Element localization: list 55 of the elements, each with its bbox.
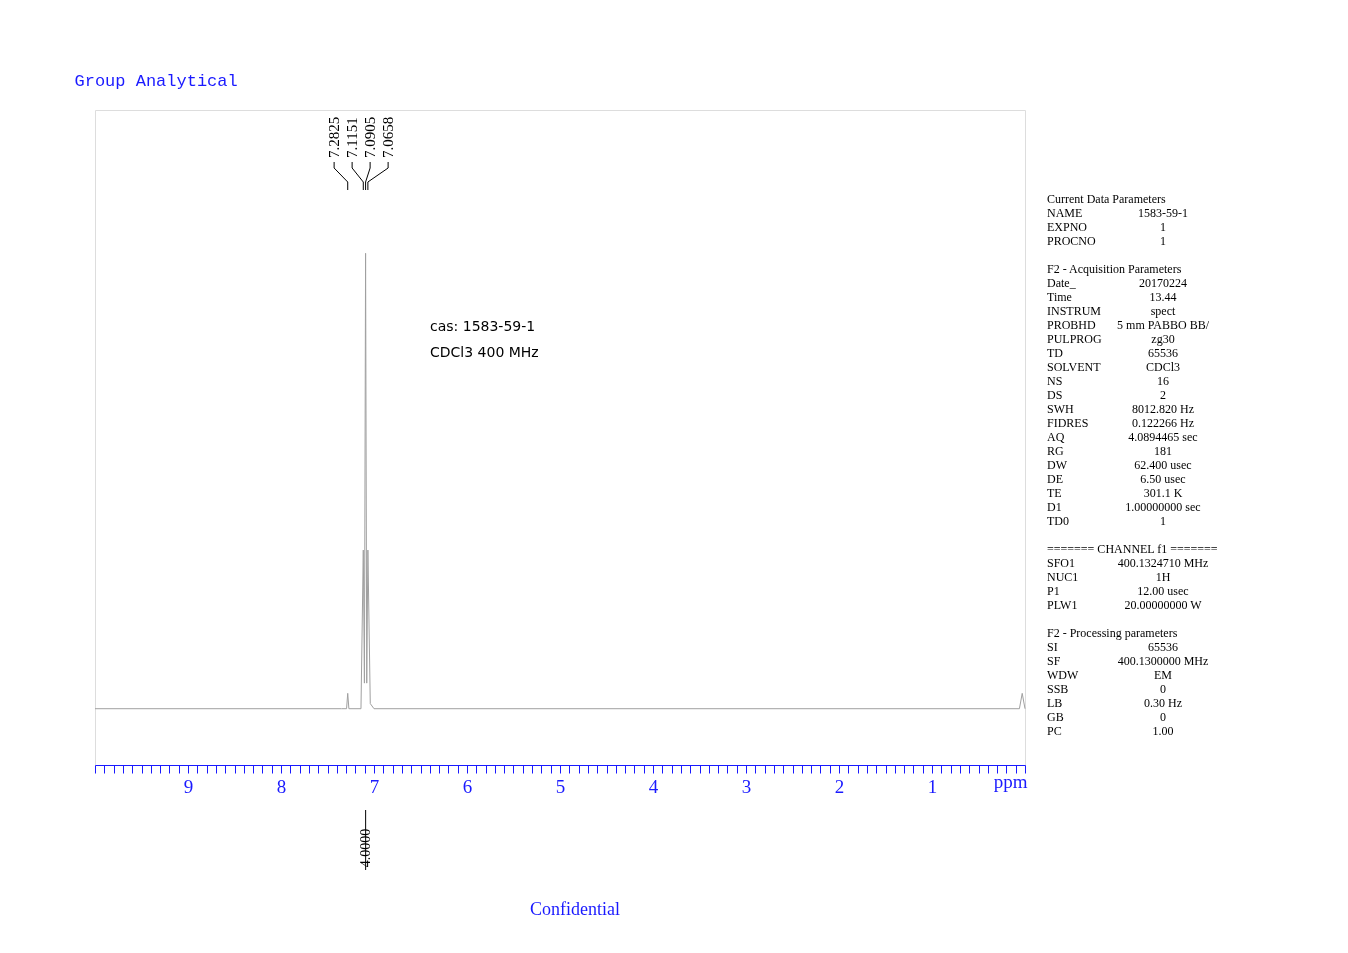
chart-title: Group Analytical bbox=[74, 72, 238, 91]
text: NS 16 bbox=[1047, 374, 1169, 388]
text: INSTRUM spect bbox=[1047, 304, 1176, 318]
annotation: 4.0000 bbox=[357, 828, 373, 868]
text: DS 2 bbox=[1047, 388, 1166, 402]
text: PULPROG zg30 bbox=[1047, 332, 1175, 346]
text: Confidential bbox=[530, 899, 620, 919]
x-tick-label: 2 bbox=[834, 775, 845, 797]
text: SI 65536 bbox=[1047, 640, 1178, 654]
annotation: 7.1151 bbox=[344, 117, 361, 158]
text: Time 13.44 bbox=[1047, 290, 1177, 304]
text: PC 1.00 bbox=[1047, 724, 1174, 738]
text: Date_ 20170224 bbox=[1047, 276, 1187, 290]
text: LB 0.30 Hz bbox=[1047, 696, 1182, 710]
text: PROCNO 1 bbox=[1047, 234, 1166, 248]
text: TE 301.1 K bbox=[1047, 486, 1183, 500]
text: DE 6.50 usec bbox=[1047, 472, 1186, 486]
text: WDW EM bbox=[1047, 668, 1172, 682]
annotation: 7.0658 bbox=[380, 116, 397, 158]
text: D1 1.00000000 sec bbox=[1047, 500, 1201, 514]
x-axis-title: ppm bbox=[993, 770, 1028, 792]
annotation: CDCl3 400 MHz bbox=[430, 344, 539, 360]
x-tick-label: 9 bbox=[183, 775, 194, 797]
text: PROBHD 5 mm PABBO BB/ bbox=[1047, 318, 1209, 332]
text: F2 - Acquisition Parameters bbox=[1047, 262, 1182, 276]
text: EXPNO 1 bbox=[1047, 220, 1166, 234]
text: DW 62.400 usec bbox=[1047, 458, 1192, 472]
text: NAME 1583-59-1 bbox=[1047, 206, 1188, 220]
text: PLW1 20.00000000 W bbox=[1047, 598, 1202, 612]
text: NUC1 1H bbox=[1047, 570, 1171, 584]
text: Current Data Parameters bbox=[1047, 192, 1166, 206]
x-tick-label: 1 bbox=[927, 775, 938, 797]
text: SFO1 400.1324710 MHz bbox=[1047, 556, 1209, 570]
text: RG 181 bbox=[1047, 444, 1172, 458]
text: TD0 1 bbox=[1047, 514, 1166, 528]
x-tick-label: 8 bbox=[276, 775, 287, 797]
annotation: 7.2825 bbox=[326, 116, 343, 158]
x-tick-label: 3 bbox=[741, 775, 752, 797]
text: FIDRES 0.122266 Hz bbox=[1047, 416, 1194, 430]
text: SOLVENT CDCl3 bbox=[1047, 360, 1181, 374]
text: F2 - Processing parameters bbox=[1047, 626, 1178, 640]
text: AQ 4.0894465 sec bbox=[1047, 430, 1198, 444]
annotation: 7.0905 bbox=[362, 116, 379, 158]
text: ======= CHANNEL f1 ======= bbox=[1047, 542, 1218, 556]
text: GB 0 bbox=[1047, 710, 1166, 724]
text: SSB 0 bbox=[1047, 682, 1166, 696]
x-tick-label: 6 bbox=[462, 775, 473, 797]
x-tick-label: 4 bbox=[648, 775, 659, 797]
text: P1 12.00 usec bbox=[1047, 584, 1189, 598]
text: TD 65536 bbox=[1047, 346, 1178, 360]
x-tick-label: 7 bbox=[369, 775, 380, 797]
x-tick-label: 5 bbox=[555, 775, 566, 797]
text: SF 400.1300000 MHz bbox=[1047, 654, 1209, 668]
text: SWH 8012.820 Hz bbox=[1047, 402, 1194, 416]
annotation: cas: 1583-59-1 bbox=[430, 318, 536, 334]
